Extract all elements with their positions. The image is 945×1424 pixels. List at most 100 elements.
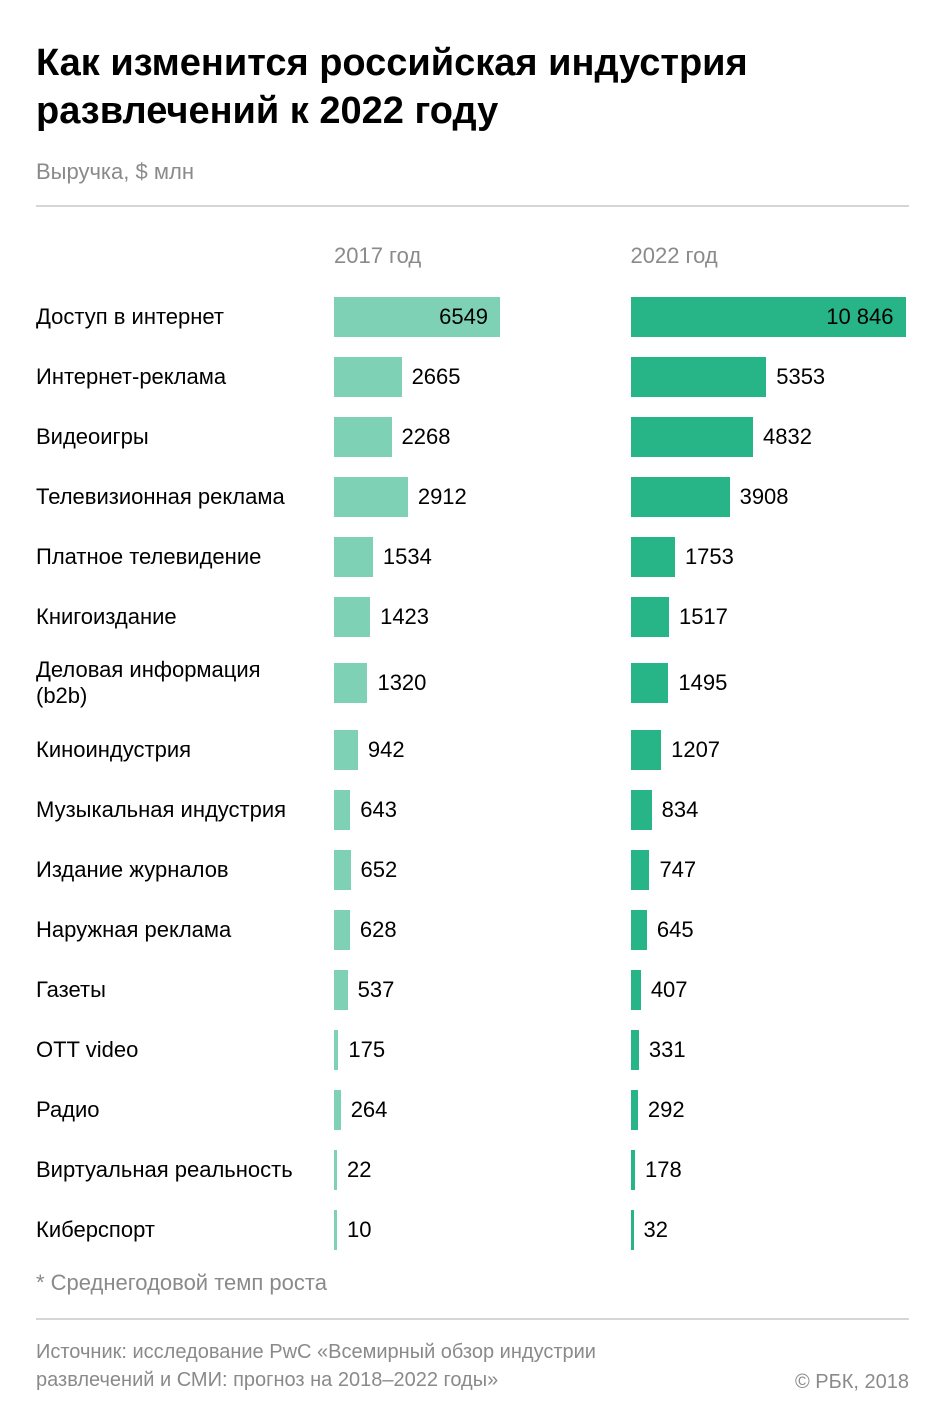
bar-cell-2022: 407 xyxy=(631,970,910,1010)
row-label: Издание журналов xyxy=(36,857,316,883)
bar-cell-2022: 747 xyxy=(631,850,910,890)
bar-cell-2022: 1517 xyxy=(631,597,910,637)
bar-value-2022: 1207 xyxy=(671,737,720,763)
bar-cell-2017: 175 xyxy=(334,1030,613,1070)
chart-row: Видеоигры 2268 4832 xyxy=(36,417,909,457)
bar-value-2022: 834 xyxy=(662,797,699,823)
bar-cell-2022: 292 xyxy=(631,1090,910,1130)
bar-2022: 10 846 xyxy=(631,297,906,337)
bar-2022 xyxy=(631,537,675,577)
row-label: Газеты xyxy=(36,977,316,1003)
row-label: Наружная реклама xyxy=(36,917,316,943)
chart-row: Киберспорт 10 32 xyxy=(36,1210,909,1250)
bar-value-2017: 942 xyxy=(368,737,405,763)
bar-2017 xyxy=(334,357,402,397)
column-headers: 2017 год 2022 год xyxy=(36,243,909,269)
bar-2017 xyxy=(334,910,350,950)
bar-cell-2022: 178 xyxy=(631,1150,910,1190)
divider-bottom xyxy=(36,1318,909,1320)
bar-cell-2022: 3908 xyxy=(631,477,910,517)
column-header-2017: 2017 год xyxy=(334,243,613,269)
bar-value-2022: 407 xyxy=(651,977,688,1003)
bar-value-2022: 10 846 xyxy=(826,304,893,330)
row-label: Платное телевидение xyxy=(36,544,316,570)
bar-2017 xyxy=(334,663,367,703)
bar-2017: 6549 xyxy=(334,297,500,337)
bar-2022 xyxy=(631,790,652,830)
bar-value-2017: 1534 xyxy=(383,544,432,570)
column-header-2022: 2022 год xyxy=(631,243,910,269)
bar-2017 xyxy=(334,730,358,770)
bar-cell-2017: 2268 xyxy=(334,417,613,457)
bar-value-2022: 1517 xyxy=(679,604,728,630)
row-label: Радио xyxy=(36,1097,316,1123)
chart-row: Книгоиздание14231517 xyxy=(36,597,909,637)
bar-cell-2017: 643 xyxy=(334,790,613,830)
chart-row: Интернет-реклама 2665 5353 xyxy=(36,357,909,397)
chart-row: Издание журналов 652 747 xyxy=(36,850,909,890)
chart-title: Как изменится российская индустрия развл… xyxy=(36,40,909,135)
bar-value-2022: 5353 xyxy=(776,364,825,390)
bar-cell-2022: 32 xyxy=(631,1210,910,1250)
bar-cell-2017: 264 xyxy=(334,1090,613,1130)
bar-cell-2017: 22 xyxy=(334,1150,613,1190)
row-label: Киноиндустрия xyxy=(36,737,316,763)
bar-value-2022: 747 xyxy=(659,857,696,883)
chart-row: Газеты 537 407 xyxy=(36,970,909,1010)
bar-cell-2022: 645 xyxy=(631,910,910,950)
row-label: Видеоигры xyxy=(36,424,316,450)
bar-value-2022: 178 xyxy=(645,1157,682,1183)
chart-row: Виртуальная реальность22178 xyxy=(36,1150,909,1190)
bar-cell-2017: 2665 xyxy=(334,357,613,397)
row-label: Интернет-реклама xyxy=(36,364,316,390)
bar-2022 xyxy=(631,970,641,1010)
chart-row: Платное телевидение 1534 1753 xyxy=(36,537,909,577)
bar-value-2022: 331 xyxy=(649,1037,686,1063)
bar-2017 xyxy=(334,477,408,517)
bar-2017 xyxy=(334,850,351,890)
bar-value-2017: 264 xyxy=(351,1097,388,1123)
row-label: Телевизионная реклама xyxy=(36,484,316,510)
bar-cell-2022: 4832 xyxy=(631,417,910,457)
bar-2017 xyxy=(334,417,392,457)
bar-2017 xyxy=(334,597,370,637)
bar-value-2022: 292 xyxy=(648,1097,685,1123)
bar-value-2022: 32 xyxy=(644,1217,668,1243)
bar-2017 xyxy=(334,970,348,1010)
chart-rows: Доступ в интернет 6549 10 846 Интернет-рекл… xyxy=(36,297,909,1250)
bar-value-2017: 1320 xyxy=(377,670,426,696)
bar-cell-2017: 10 xyxy=(334,1210,613,1250)
chart-subtitle: Выручка, $ млн xyxy=(36,159,909,185)
bar-cell-2017: 537 xyxy=(334,970,613,1010)
bar-cell-2017: 1423 xyxy=(334,597,613,637)
bar-2022 xyxy=(631,357,767,397)
chart-row: Телевизионная реклама 2912 3908 xyxy=(36,477,909,517)
bar-2017 xyxy=(334,537,373,577)
bar-cell-2017: 652 xyxy=(334,850,613,890)
bar-2017 xyxy=(334,1030,338,1070)
row-label: Доступ в интернет xyxy=(36,304,316,330)
bar-cell-2017: 2912 xyxy=(334,477,613,517)
bar-cell-2017: 628 xyxy=(334,910,613,950)
bar-2022 xyxy=(631,1150,636,1190)
footer: Источник: исследование PwC «Всемирный об… xyxy=(36,1338,909,1394)
bar-cell-2017: 942 xyxy=(334,730,613,770)
bar-value-2017: 643 xyxy=(360,797,397,823)
bar-value-2022: 4832 xyxy=(763,424,812,450)
bar-value-2022: 1753 xyxy=(685,544,734,570)
bar-2022 xyxy=(631,910,647,950)
bar-2017 xyxy=(334,1210,337,1250)
bar-2017 xyxy=(334,1090,341,1130)
divider-top xyxy=(36,205,909,207)
bar-2022 xyxy=(631,597,669,637)
bar-cell-2022: 1495 xyxy=(631,663,910,703)
credit-text: © РБК, 2018 xyxy=(795,1371,909,1394)
chart-row: OTT video175331 xyxy=(36,1030,909,1070)
bar-2022 xyxy=(631,1090,638,1130)
chart-row: Музыкальная индустрия643834 xyxy=(36,790,909,830)
bar-value-2017: 6549 xyxy=(439,304,488,330)
bar-cell-2017: 6549 xyxy=(334,297,613,337)
row-label: Киберспорт xyxy=(36,1217,316,1243)
bar-value-2017: 10 xyxy=(347,1217,371,1243)
bar-value-2017: 22 xyxy=(347,1157,371,1183)
